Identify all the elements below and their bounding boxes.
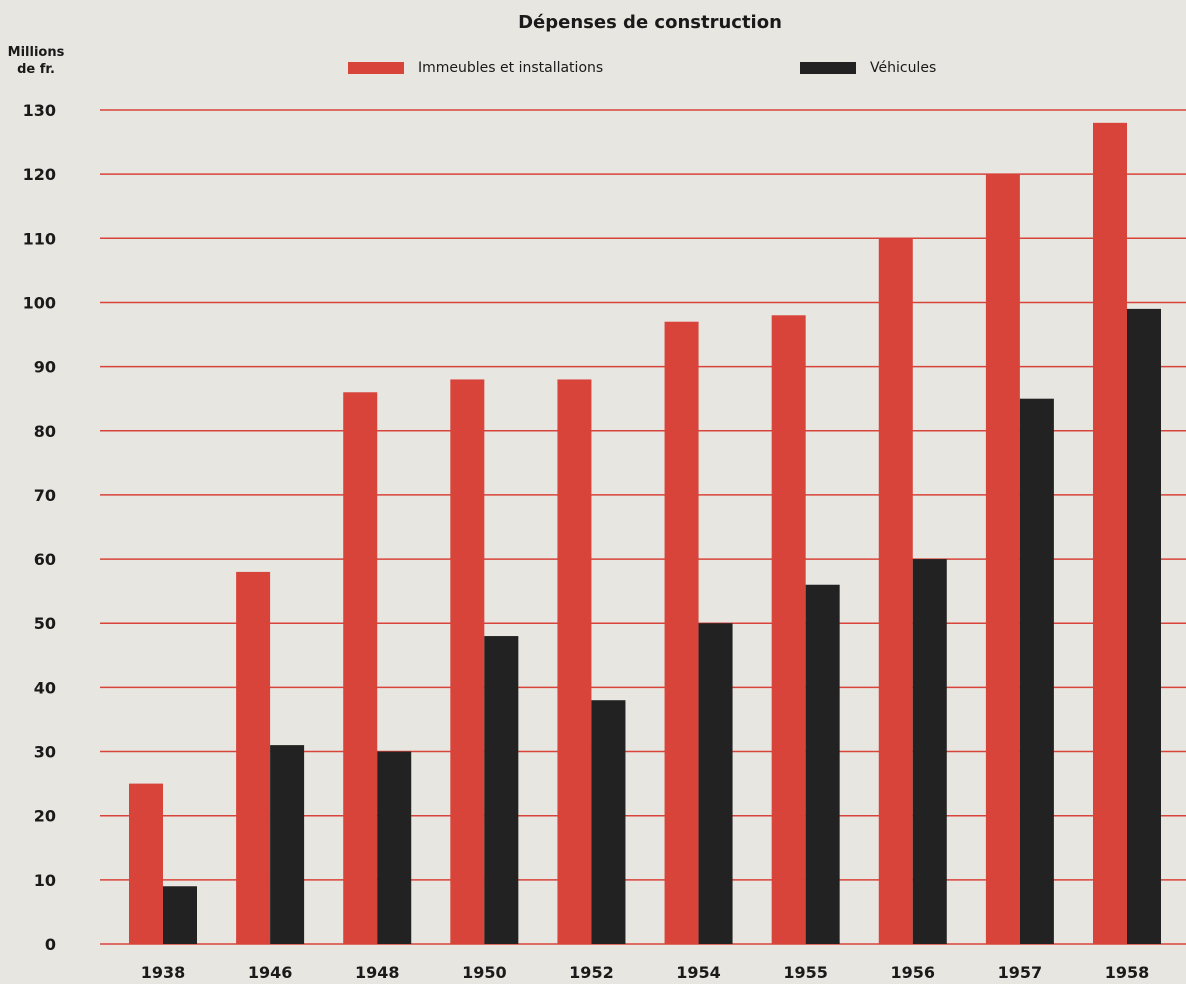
- bar-vehicules-1948: [377, 751, 412, 944]
- legend-swatch-vehicules: [800, 62, 856, 74]
- y-axis-label-line-1: Millions: [7, 45, 65, 60]
- y-axis-label-line-2: de fr.: [17, 62, 55, 77]
- x-tick-label-1948: 1948: [355, 963, 400, 982]
- bar-immeubles-1950: [450, 379, 485, 944]
- y-tick-label-130: 130: [23, 101, 56, 120]
- x-tick-label-1950: 1950: [462, 963, 507, 982]
- y-tick-label-120: 120: [23, 165, 56, 184]
- x-tick-label-1958: 1958: [1105, 963, 1150, 982]
- x-tick-label-1956: 1956: [891, 963, 936, 982]
- bar-immeubles-1955: [771, 315, 806, 944]
- y-tick-label-20: 20: [34, 807, 56, 826]
- y-tick-label-70: 70: [34, 486, 56, 505]
- bar-vehicules-1957: [1019, 398, 1054, 944]
- bar-immeubles-1956: [878, 238, 913, 945]
- bar-vehicules-1955: [805, 584, 840, 944]
- y-tick-label-80: 80: [34, 422, 56, 441]
- bar-vehicules-1952: [591, 700, 626, 944]
- legend-label-immeubles: Immeubles et installations: [418, 60, 604, 76]
- x-tick-label-1946: 1946: [248, 963, 293, 982]
- y-tick-label-60: 60: [34, 550, 56, 569]
- bar-immeubles-1948: [343, 392, 378, 944]
- x-tick-label-1938: 1938: [141, 963, 186, 982]
- x-tick-label-1955: 1955: [783, 963, 828, 982]
- y-tick-label-0: 0: [45, 935, 56, 954]
- y-tick-label-50: 50: [34, 614, 56, 633]
- x-tick-label-1952: 1952: [569, 963, 614, 982]
- bar-vehicules-1956: [912, 559, 947, 944]
- bar-immeubles-1954: [664, 321, 699, 944]
- chart-title: Dépenses de construction: [518, 12, 782, 33]
- bar-vehicules-1938: [163, 886, 197, 944]
- bar-immeubles-1938: [129, 783, 163, 944]
- bar-vehicules-1950: [484, 636, 519, 944]
- legend-label-vehicules: Véhicules: [870, 60, 937, 76]
- legend-swatch-immeubles: [348, 62, 404, 74]
- legend-item-immeubles: Immeubles et installations: [348, 60, 603, 76]
- bar-vehicules-1954: [698, 623, 733, 944]
- y-tick-label-30: 30: [34, 743, 56, 762]
- y-tick-label-10: 10: [34, 871, 56, 890]
- bar-immeubles-1958: [1093, 122, 1127, 945]
- bar-immeubles-1946: [236, 571, 271, 944]
- y-tick-label-90: 90: [34, 358, 56, 377]
- y-tick-label-40: 40: [34, 678, 56, 697]
- x-tick-label-1957: 1957: [998, 963, 1043, 982]
- y-tick-label-110: 110: [23, 229, 56, 248]
- bar-vehicules-1958: [1127, 308, 1161, 944]
- y-axis-label: Millions de fr.: [2, 44, 70, 78]
- bar-immeubles-1957: [985, 174, 1020, 945]
- y-tick-label-100: 100: [23, 293, 56, 312]
- x-tick-label-1954: 1954: [676, 963, 721, 982]
- bar-vehicules-1946: [270, 745, 305, 944]
- legend-item-vehicules: Véhicules: [800, 60, 936, 76]
- bar-immeubles-1952: [557, 379, 592, 944]
